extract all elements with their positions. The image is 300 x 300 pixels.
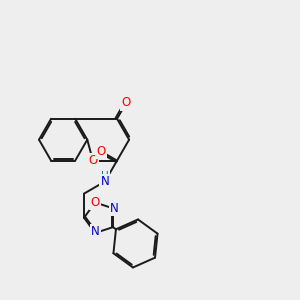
Text: O: O (88, 154, 98, 167)
Text: N: N (100, 175, 109, 188)
Text: H: H (101, 171, 109, 181)
Text: N: N (110, 202, 119, 215)
Text: O: O (97, 145, 106, 158)
Text: O: O (122, 97, 131, 110)
Text: O: O (91, 196, 100, 209)
Text: N: N (91, 225, 100, 238)
